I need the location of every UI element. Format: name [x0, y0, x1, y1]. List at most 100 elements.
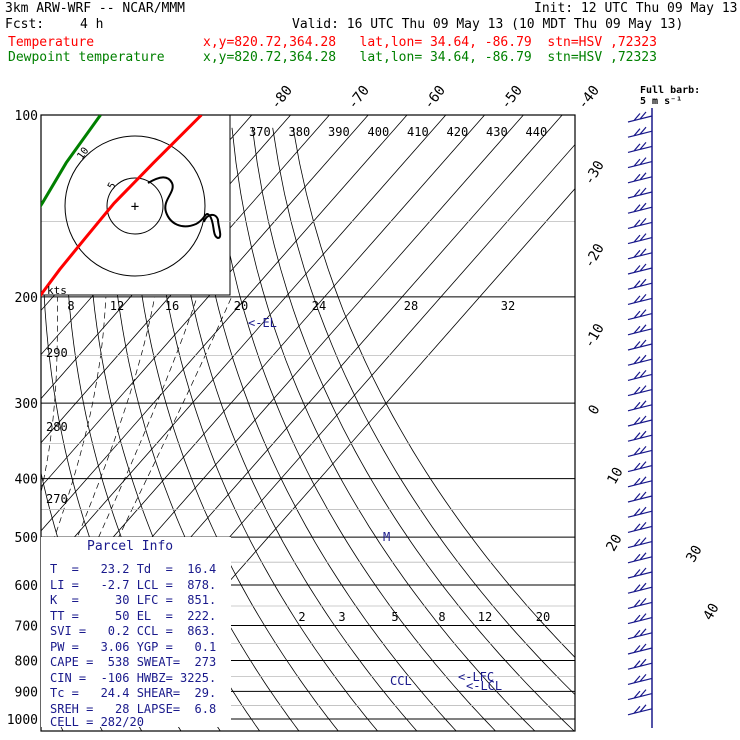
wind-barb: [627, 263, 653, 275]
hodograph-ring: [64, 135, 206, 277]
wind-barb: [627, 142, 653, 153]
isotherm-label: 0: [585, 402, 603, 417]
hodograph-box: [40, 114, 231, 296]
pressure-tick-label: 100: [15, 109, 38, 124]
mixing-ratio-line: [0, 606, 14, 719]
dry-adiabat: [150, 127, 379, 731]
theta-side-label: 270: [46, 492, 68, 506]
m-annotation: M: [383, 530, 390, 544]
ccl-annotation: CCL: [390, 674, 412, 688]
legend-temperature: Temperature: [8, 35, 95, 50]
legend-dewpoint: Dewpoint temperature: [8, 50, 165, 65]
dry-adiabat: [170, 127, 418, 731]
dry-adiabat: [129, 127, 339, 731]
wind-barb: [627, 400, 653, 412]
theta-label: 430: [486, 125, 508, 139]
wind-barb: [627, 248, 653, 260]
parcel-row: CELL = 282/20: [50, 715, 144, 729]
wind-barb: [627, 354, 653, 366]
plot-frame: [40, 114, 576, 732]
theta-label: 390: [328, 125, 350, 139]
isotherm: [41, 115, 330, 444]
theta-side-label: 290: [46, 346, 68, 360]
wind-barb: [627, 491, 653, 503]
isotherm-label: -10: [581, 321, 608, 351]
pressure-tick-label: 700: [15, 619, 38, 634]
isotherm-label: -40: [575, 83, 603, 113]
hodograph-trace: [147, 176, 222, 240]
dry-adiabat: [231, 127, 536, 731]
theta-label: 370: [249, 125, 271, 139]
parcel-row: LI = -2.7 LCL = 878.: [50, 577, 217, 592]
mixing-ratio-label: 8: [438, 610, 445, 624]
wind-barb: [627, 309, 653, 321]
hodograph-origin-mark: +: [131, 199, 139, 215]
wind-barb: [627, 522, 653, 533]
wind-barb: [627, 126, 653, 138]
theta-label: 420: [447, 125, 469, 139]
wind-barb: [627, 324, 653, 336]
parcel-row: TT = 50 EL = 222.: [50, 608, 217, 623]
pressure-tick-label: 600: [15, 579, 38, 594]
wind-barb: [627, 339, 653, 351]
pressure-tick-label: 200: [15, 291, 38, 306]
wind-barb: [627, 506, 653, 518]
wind-barb: [627, 202, 653, 214]
hodograph-ring: [106, 177, 164, 235]
mixing-ratio-label: 5: [391, 610, 398, 624]
pressure-tick-label: 900: [15, 685, 38, 700]
wind-speed-tick-label: 8: [67, 299, 74, 313]
parcel-row: PW = 3.06 YGP = 0.1: [50, 639, 217, 654]
wind-barb: [627, 172, 653, 184]
pressure-tick-label: 800: [15, 654, 38, 669]
parcel-row: Tc = 24.4 SHEAR= 29.: [50, 686, 217, 700]
dry-adiabat: [272, 127, 575, 696]
isotherm-label: 30: [683, 543, 705, 566]
barb-legend-line2: 5 m s⁻¹: [640, 96, 682, 107]
wind-barb: [627, 233, 653, 245]
dry-adiabat: [0, 128, 24, 732]
parcel-info-title: Parcel Info: [87, 539, 174, 554]
wind-barb: [627, 628, 653, 640]
wind-barb: [627, 415, 653, 427]
mixing-ratio-label: 2: [298, 610, 305, 624]
theta-label: 410: [407, 125, 429, 139]
dry-adiabat: [211, 127, 496, 731]
init-time: Init: 12 UTC Thu 09 May 13: [534, 1, 738, 16]
pressure-tick-label: 400: [15, 473, 38, 488]
pressure-tick-label: 1000: [7, 713, 38, 728]
wind-barb: [627, 187, 653, 199]
isotherm: [41, 115, 369, 488]
fcst-value: 4 h: [80, 17, 104, 32]
isotherm-label: -20: [581, 241, 608, 271]
wind-barb: [627, 674, 653, 685]
isotherm-label: -30: [581, 158, 608, 188]
lcl-annotation: <-LCL: [466, 679, 502, 693]
legend-temperature-location: x,y=820.72,364.28 lat,lon= 34.64, -86.79…: [203, 35, 657, 50]
parcel-row: SREH = 28 LAPSE= 6.8: [50, 701, 217, 716]
el-annotation: <-EL: [248, 316, 277, 330]
barb-legend-line1: Full barb:: [640, 85, 700, 96]
parcel-row: CIN = -106 HWBZ= 3225.: [50, 670, 217, 685]
temperature-trace: [41, 115, 203, 298]
isotherm: [41, 115, 408, 532]
parcel-row: CAPE = 538 SWEAT= 273: [50, 655, 217, 669]
wind-barb: [627, 643, 653, 655]
wind-barb: [627, 582, 653, 594]
valid-time: Valid: 16 UTC Thu 09 May 13 (10 MDT Thu …: [292, 17, 684, 32]
lfc-annotation: <-LFC: [458, 670, 494, 684]
wind-barb: [627, 385, 653, 397]
isotherm-label: -50: [498, 83, 526, 113]
theta-label: 380: [289, 125, 311, 139]
wind-speed-tick-label: 32: [501, 299, 515, 313]
wind-barb: [627, 370, 653, 381]
wind-barb: [627, 430, 653, 442]
wind-speed-tick-label: 20: [234, 299, 248, 313]
wind-barb: [627, 461, 653, 473]
wind-barb: [627, 704, 653, 716]
isotherm-label: 10: [604, 465, 626, 488]
mixing-ratio-label: 20: [536, 610, 550, 624]
isotherm-label: 40: [700, 601, 722, 624]
pressure-tick-label: 500: [15, 531, 38, 546]
